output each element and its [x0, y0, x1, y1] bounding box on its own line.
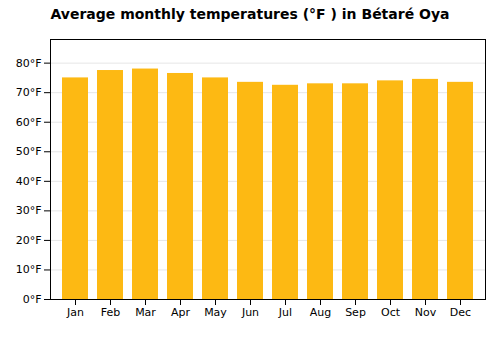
- svg-text:Mar: Mar: [135, 306, 156, 319]
- svg-text:Aug: Aug: [310, 306, 331, 319]
- svg-text:50°F: 50°F: [16, 145, 42, 158]
- html-text:Average monthly temperatures (: Average monthly temperatures (°F ) in Bé…: [50, 6, 450, 22]
- svg-text:Apr: Apr: [171, 306, 191, 319]
- svg-text:Jul: Jul: [278, 306, 292, 319]
- svg-text:Sep: Sep: [345, 306, 366, 319]
- svg-text:40°F: 40°F: [16, 175, 42, 188]
- svg-text:20°F: 20°F: [16, 234, 42, 247]
- svg-text:30°F: 30°F: [16, 204, 42, 217]
- svg-text:Nov: Nov: [415, 306, 437, 319]
- svg-text:0°F: 0°F: [23, 293, 42, 306]
- svg-text:80°F: 80°F: [16, 57, 42, 70]
- svg-text:10°F: 10°F: [16, 263, 42, 276]
- svg-text:70°F: 70°F: [16, 86, 42, 99]
- svg-text:Jan: Jan: [66, 306, 84, 319]
- svg-text:60°F: 60°F: [16, 116, 42, 129]
- svg-text:Dec: Dec: [450, 306, 471, 319]
- svg-text:Feb: Feb: [101, 306, 120, 319]
- svg-text:Oct: Oct: [381, 306, 401, 319]
- svg-text:Jun: Jun: [241, 306, 259, 319]
- svg-text:May: May: [204, 306, 227, 319]
